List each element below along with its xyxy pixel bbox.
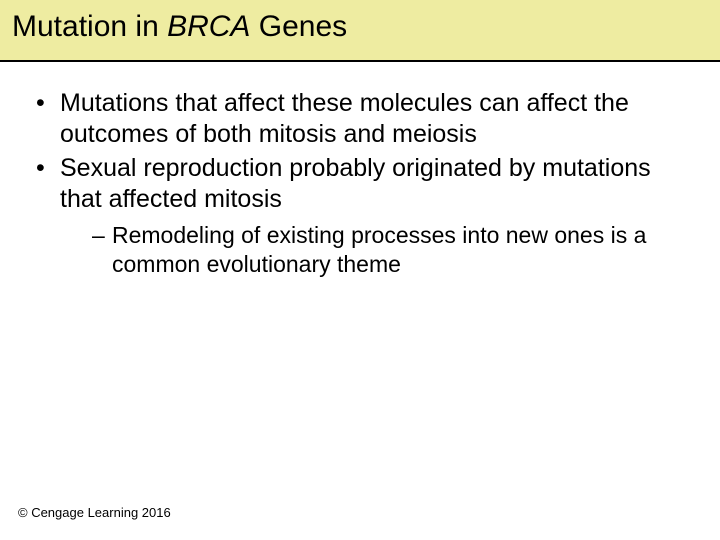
bullet-list: Mutations that affect these molecules ca… [30,88,690,279]
sub-list: Remodeling of existing processes into ne… [60,221,690,279]
title-suffix: Genes [250,10,347,43]
bullet-item: Sexual reproduction probably originated … [30,153,690,279]
sub-item: Remodeling of existing processes into ne… [60,221,690,279]
title-bar: Mutation in BRCA Genes [0,0,720,62]
copyright-text: © Cengage Learning 2016 [18,505,171,520]
title-italic: BRCA [167,10,250,43]
slide-content: Mutations that affect these molecules ca… [0,62,720,279]
sub-text: Remodeling of existing processes into ne… [112,222,646,277]
bullet-item: Mutations that affect these molecules ca… [30,88,690,151]
title-prefix: Mutation in [12,10,167,43]
bullet-text: Sexual reproduction probably originated … [60,154,651,213]
bullet-text: Mutations that affect these molecules ca… [60,89,629,148]
slide-title: Mutation in BRCA Genes [12,10,708,44]
